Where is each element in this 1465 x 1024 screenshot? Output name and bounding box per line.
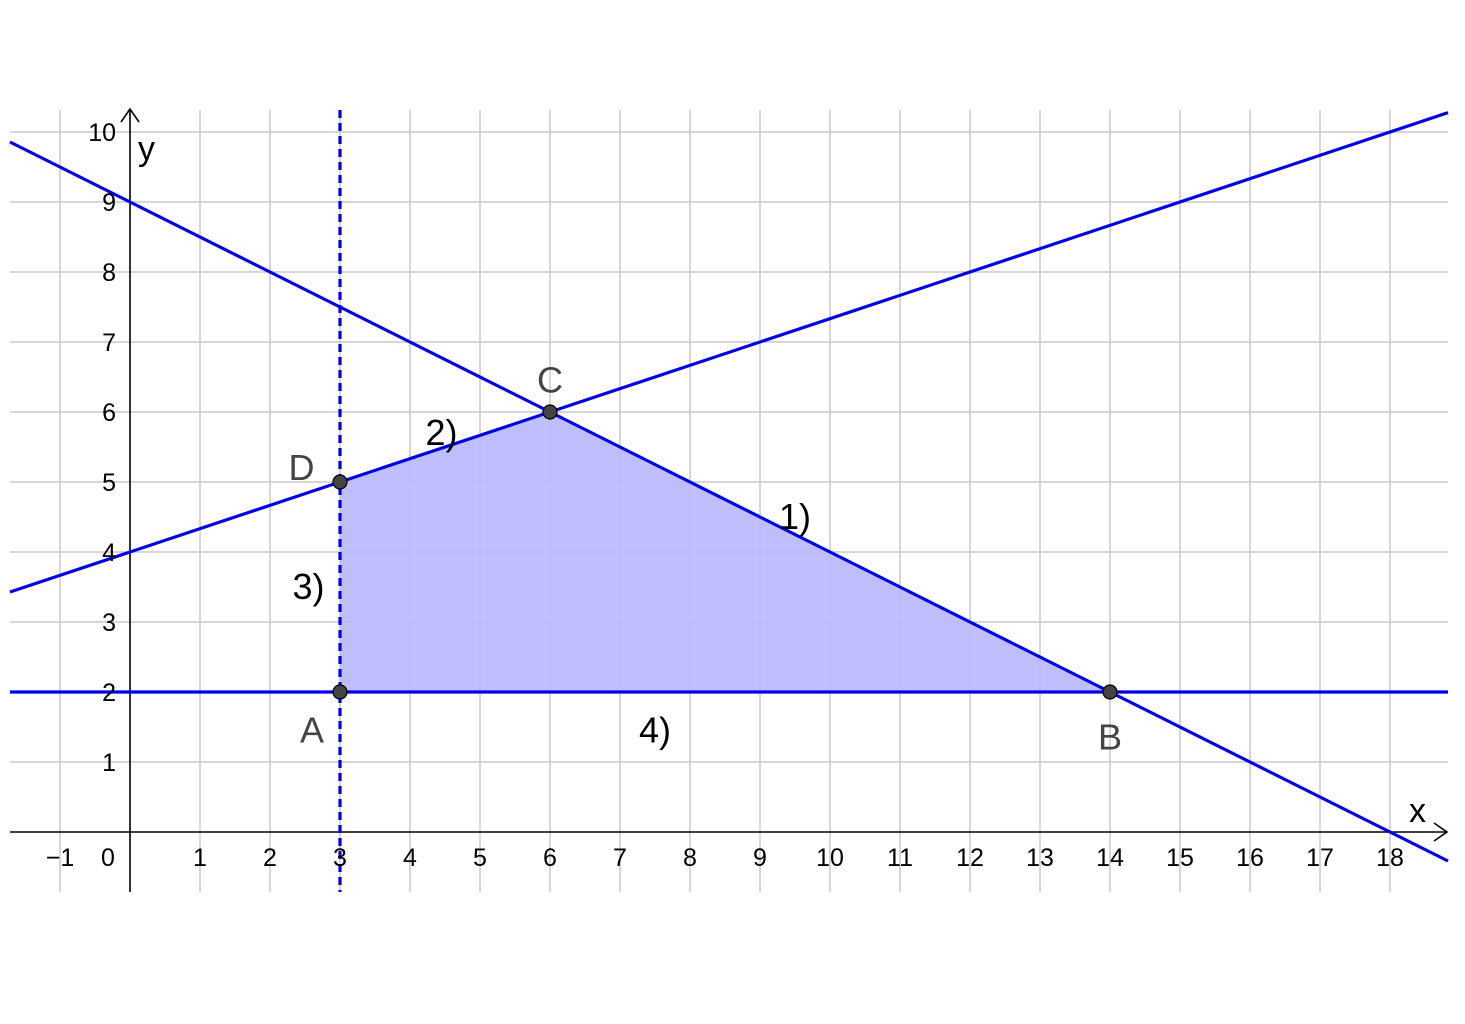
y-axis-arrow <box>120 107 140 123</box>
feasible-region <box>340 412 1110 692</box>
y-tick-label: 6 <box>102 399 116 427</box>
constraint-lines <box>9 110 1449 892</box>
point-d <box>332 474 348 490</box>
point-b <box>1102 684 1118 700</box>
x-tick-label: 12 <box>956 844 984 872</box>
point-label-b: B <box>1098 717 1122 758</box>
y-tick-label: 2 <box>102 679 116 707</box>
annotation-labels: 1) 2) 3) 4) A B C D <box>289 360 1123 758</box>
point-label-c: C <box>537 360 563 401</box>
x-tick-label: 6 <box>543 844 557 872</box>
x-tick-label: 14 <box>1096 844 1124 872</box>
x-tick-label: 11 <box>887 844 913 872</box>
point-label-d: D <box>289 447 315 488</box>
y-axis-label: y <box>138 130 155 168</box>
y-tick-label: 10 <box>88 119 116 147</box>
point-a <box>332 684 348 700</box>
y-tick-label: 8 <box>102 259 116 287</box>
constraint-label-4: 4) <box>639 710 671 751</box>
constraint-line-2 <box>9 111 1449 594</box>
grid <box>10 110 1448 892</box>
y-tick-label: 5 <box>102 469 116 497</box>
x-tick-label: 9 <box>753 844 767 872</box>
constraint-line-1 <box>9 140 1449 863</box>
x-tick-label: 8 <box>683 844 697 872</box>
x-tick-label: 15 <box>1166 844 1194 872</box>
constraint-label-3: 3) <box>292 566 324 607</box>
x-tick-label: 18 <box>1376 844 1404 872</box>
x-tick-label: 17 <box>1306 844 1334 872</box>
y-tick-label: 4 <box>102 539 116 567</box>
y-tick-label: 9 <box>102 189 116 217</box>
y-tick-label: 3 <box>102 609 116 637</box>
x-axis-arrow <box>1433 822 1449 842</box>
x-tick-label: −1 <box>46 844 75 872</box>
x-tick-label: 16 <box>1236 844 1264 872</box>
x-tick-label: 0 <box>101 844 115 872</box>
x-tick-label: 7 <box>613 844 627 872</box>
x-tick-label: 5 <box>473 844 487 872</box>
x-axis-label: x <box>1409 792 1426 830</box>
x-tick-label: 1 <box>193 844 207 872</box>
point-label-a: A <box>300 710 324 751</box>
tick-labels: xy−1 0 1 2 3 4 5 6 7 8 9 10 11 12 13 14 15 16 17 1812345678… <box>46 119 1426 872</box>
constraint-label-2: 2) <box>425 412 457 453</box>
x-tick-label: 13 <box>1026 844 1054 872</box>
vertex-points <box>332 404 1118 700</box>
x-tick-label: 2 <box>263 844 277 872</box>
x-tick-label: 3 <box>333 844 347 872</box>
y-tick-label: 7 <box>102 329 116 357</box>
point-c <box>542 404 558 420</box>
feasible-region-layer <box>340 412 1110 692</box>
constraint-label-1: 1) <box>779 496 811 537</box>
x-tick-label: 4 <box>403 844 417 872</box>
axes <box>10 107 1449 892</box>
x-tick-label: 10 <box>816 844 844 872</box>
y-tick-label: 1 <box>102 749 116 777</box>
